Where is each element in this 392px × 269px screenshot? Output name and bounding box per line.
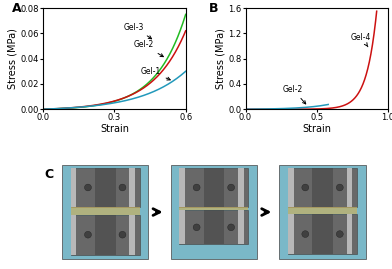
Bar <box>347 168 352 207</box>
Bar <box>71 168 76 207</box>
Bar <box>180 210 185 244</box>
Bar <box>238 210 243 244</box>
Text: Gel-1: Gel-1 <box>140 67 170 80</box>
Bar <box>171 165 257 259</box>
Bar <box>288 168 294 207</box>
Y-axis label: Stress (MPa): Stress (MPa) <box>8 28 18 89</box>
Circle shape <box>336 231 343 238</box>
Circle shape <box>119 184 126 191</box>
Text: Gel-2: Gel-2 <box>133 40 163 57</box>
Bar <box>180 210 249 244</box>
Circle shape <box>302 231 309 238</box>
X-axis label: Strain: Strain <box>100 124 129 134</box>
Bar <box>180 168 185 207</box>
Text: A: A <box>12 2 22 15</box>
Circle shape <box>193 224 200 231</box>
Bar <box>129 168 135 207</box>
Bar <box>238 168 243 207</box>
Bar <box>288 214 357 254</box>
Circle shape <box>85 184 91 191</box>
Bar <box>288 168 357 207</box>
Text: B: B <box>209 2 218 15</box>
Circle shape <box>302 184 309 191</box>
Bar <box>203 168 224 207</box>
Bar <box>288 207 357 214</box>
Text: Gel-3: Gel-3 <box>124 23 152 39</box>
Bar <box>62 165 148 259</box>
Circle shape <box>336 184 343 191</box>
Bar <box>180 168 249 207</box>
Bar <box>71 215 140 254</box>
Bar <box>312 214 333 254</box>
Bar <box>95 215 116 254</box>
Bar <box>180 207 249 210</box>
Circle shape <box>228 224 234 231</box>
Circle shape <box>228 184 234 191</box>
Bar <box>312 168 333 207</box>
Text: C: C <box>45 168 54 181</box>
Bar <box>288 214 294 254</box>
Text: Gel-4: Gel-4 <box>351 33 371 47</box>
Bar <box>129 215 135 254</box>
Circle shape <box>119 231 126 238</box>
Bar <box>71 207 140 215</box>
Bar <box>203 210 224 244</box>
Text: Gel-2: Gel-2 <box>283 84 306 104</box>
Bar <box>347 214 352 254</box>
Bar <box>279 165 366 259</box>
Bar <box>95 168 116 207</box>
Bar <box>71 215 76 254</box>
Circle shape <box>193 184 200 191</box>
Bar <box>71 168 140 207</box>
X-axis label: Strain: Strain <box>302 124 331 134</box>
Circle shape <box>85 231 91 238</box>
Y-axis label: Stress (MPa): Stress (MPa) <box>215 28 225 89</box>
